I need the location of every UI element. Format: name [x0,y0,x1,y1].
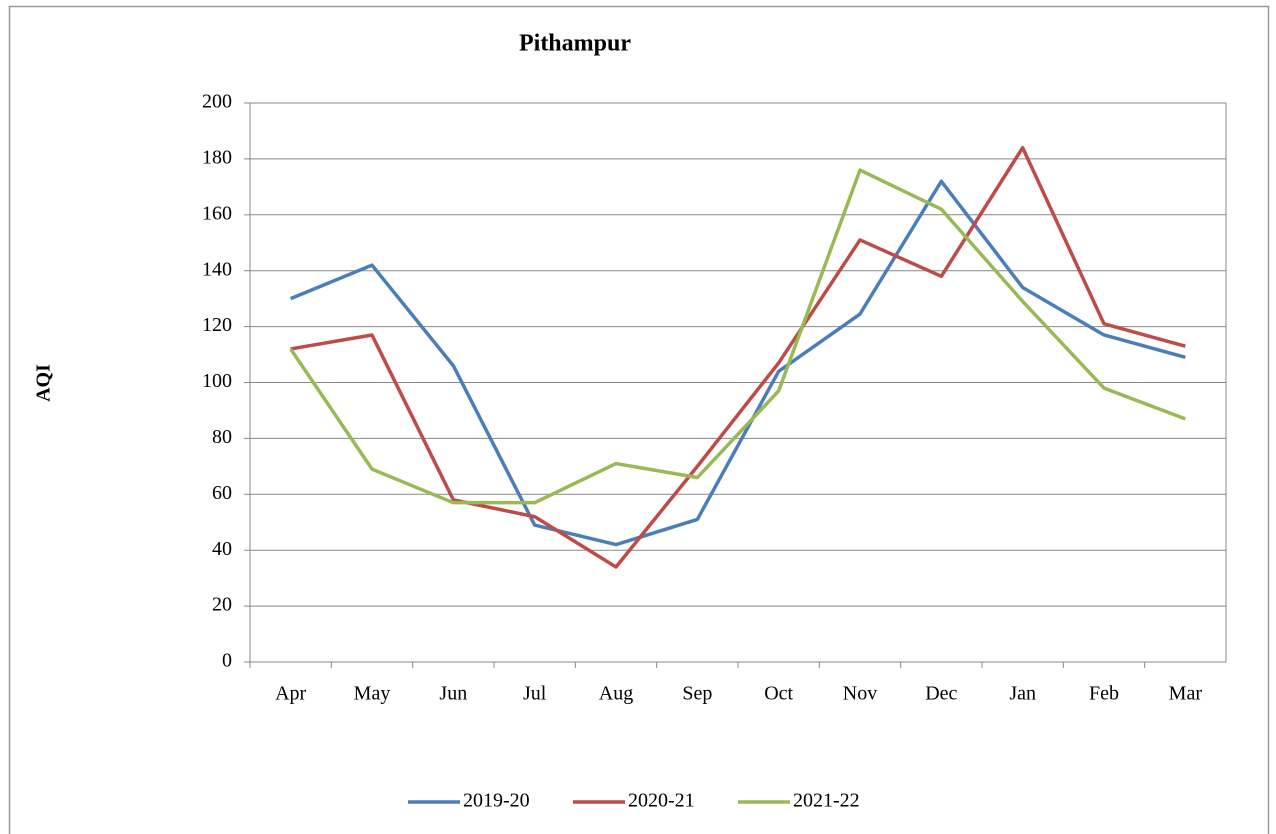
x-tick-label: Jul [523,683,547,705]
y-tick-label: 100 [202,370,232,392]
chart-frame [8,5,1270,834]
x-tick-label: Sep [682,683,712,705]
y-axis-label: AQI [33,364,55,402]
chart-title: Pithampur [519,31,631,57]
legend-label: 2021-22 [793,790,860,812]
x-tick-label: Nov [843,683,877,705]
y-tick-label: 60 [212,482,232,504]
x-tick-label: Feb [1089,683,1119,705]
x-tick-label: Dec [925,683,957,705]
x-tick-label: Jan [1009,683,1036,705]
y-tick-label: 140 [202,258,232,280]
y-tick-label: 80 [212,426,232,448]
y-tick-label: 180 [202,146,232,168]
legend-label: 2019-20 [463,790,530,812]
y-tick-label: 200 [202,91,232,113]
y-tick-label: 20 [212,594,232,616]
series-line [289,179,1186,547]
y-tick-label: 40 [212,538,232,560]
y-tick-label: 120 [202,314,232,336]
legend-label: 2020-21 [628,790,695,812]
x-tick-label: Aug [599,683,633,705]
series-line [289,168,1186,505]
x-tick-label: May [354,683,391,705]
y-tick-label: 0 [222,650,232,672]
y-tick-label: 160 [202,202,232,224]
x-tick-label: Oct [764,683,793,705]
x-tick-label: Mar [1169,683,1203,705]
x-tick-label: Apr [275,683,306,705]
series-line [290,145,1186,569]
x-tick-label: Jun [439,683,467,705]
